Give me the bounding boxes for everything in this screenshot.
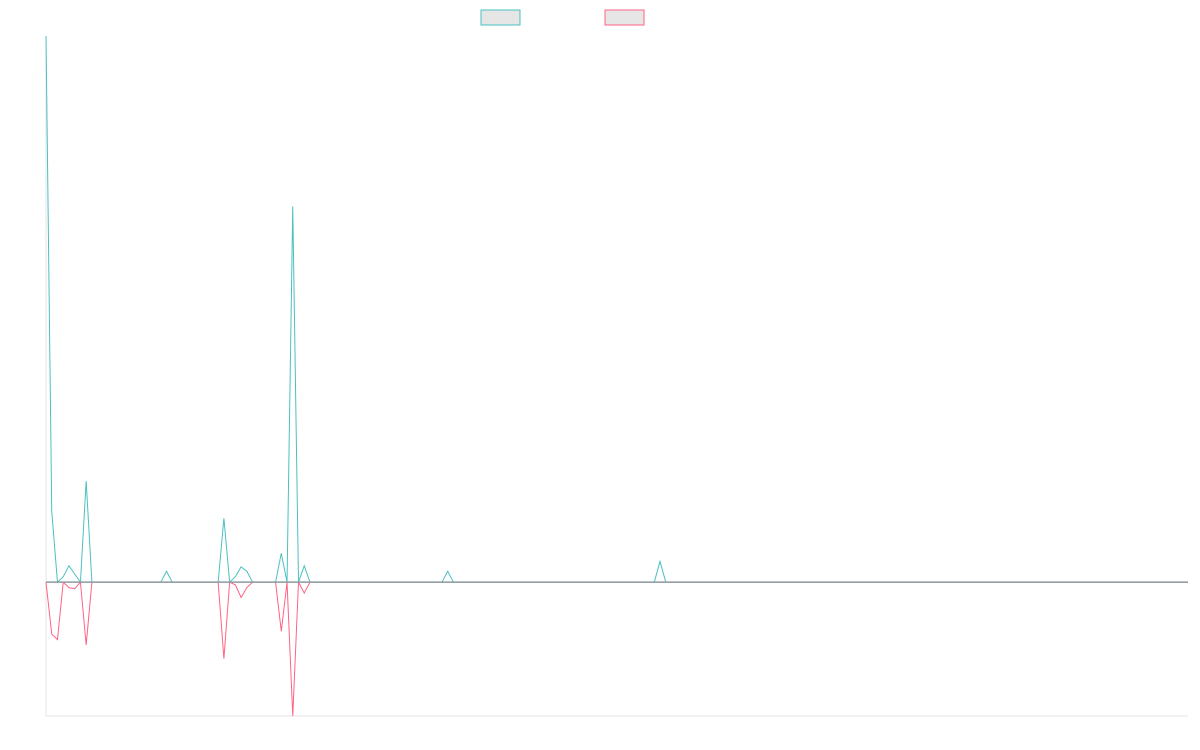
legend-swatch-series-a[interactable]	[480, 9, 521, 26]
legend-swatch-series-b[interactable]	[604, 9, 645, 26]
series-a-line	[45, 35, 1188, 584]
legend-item-series-a[interactable]	[480, 9, 521, 26]
series-b-line	[45, 580, 1188, 717]
series-layer	[45, 35, 1188, 717]
legend	[480, 9, 645, 26]
legend-item-series-b[interactable]	[604, 9, 645, 26]
